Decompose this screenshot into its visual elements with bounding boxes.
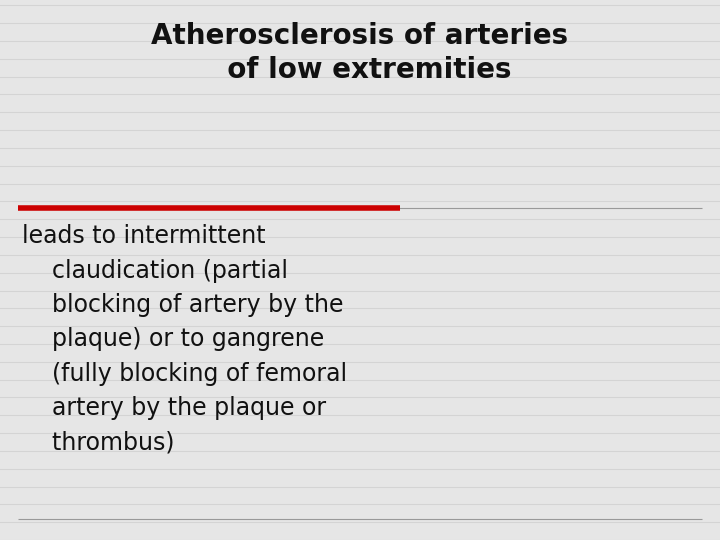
Text: leads to intermittent
    claudication (partial
    blocking of artery by the
  : leads to intermittent claudication (part…: [22, 224, 347, 455]
Text: Atherosclerosis of arteries
  of low extremities: Atherosclerosis of arteries of low extre…: [151, 22, 569, 84]
